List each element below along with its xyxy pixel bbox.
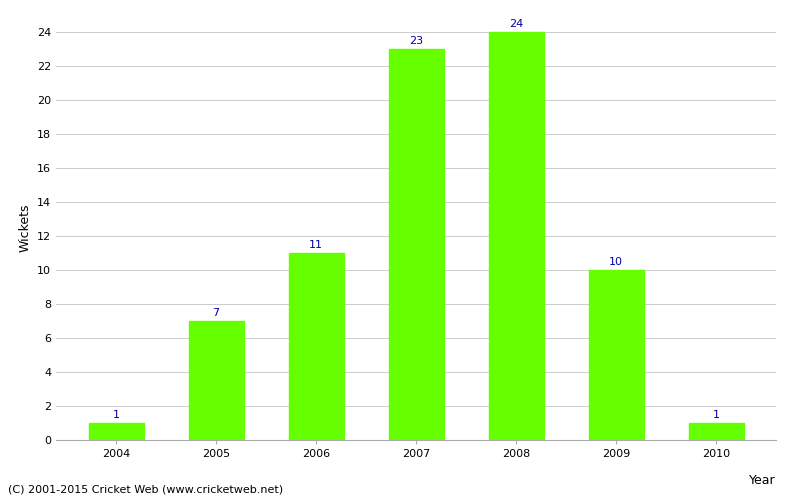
Text: 1: 1 [713, 410, 719, 420]
Text: 23: 23 [409, 36, 423, 46]
Text: 24: 24 [509, 20, 523, 30]
Bar [289, 253, 343, 440]
Bar [489, 32, 543, 440]
Bar [89, 423, 143, 440]
Text: 1: 1 [113, 410, 119, 420]
Text: 10: 10 [609, 258, 623, 268]
Text: 7: 7 [213, 308, 219, 318]
Bar [189, 321, 243, 440]
Text: 11: 11 [309, 240, 323, 250]
Text: Year: Year [750, 474, 776, 487]
Text: (C) 2001-2015 Cricket Web (www.cricketweb.net): (C) 2001-2015 Cricket Web (www.cricketwe… [8, 485, 283, 495]
Y-axis label: Wickets: Wickets [18, 203, 31, 252]
Bar [589, 270, 643, 440]
Bar [689, 423, 743, 440]
Bar [389, 49, 443, 440]
